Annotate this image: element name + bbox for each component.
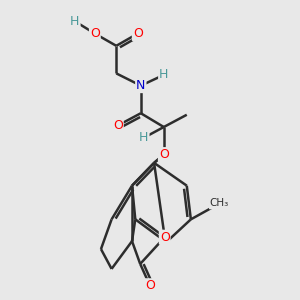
Text: H: H (139, 131, 148, 144)
Text: O: O (145, 279, 155, 292)
Text: CH₃: CH₃ (210, 199, 229, 208)
Text: H: H (159, 68, 169, 81)
Text: O: O (113, 119, 123, 132)
Text: H: H (70, 15, 80, 28)
Text: O: O (160, 231, 169, 244)
Text: O: O (159, 148, 169, 161)
Text: O: O (90, 27, 100, 40)
Text: O: O (133, 27, 143, 40)
Text: N: N (136, 79, 146, 92)
